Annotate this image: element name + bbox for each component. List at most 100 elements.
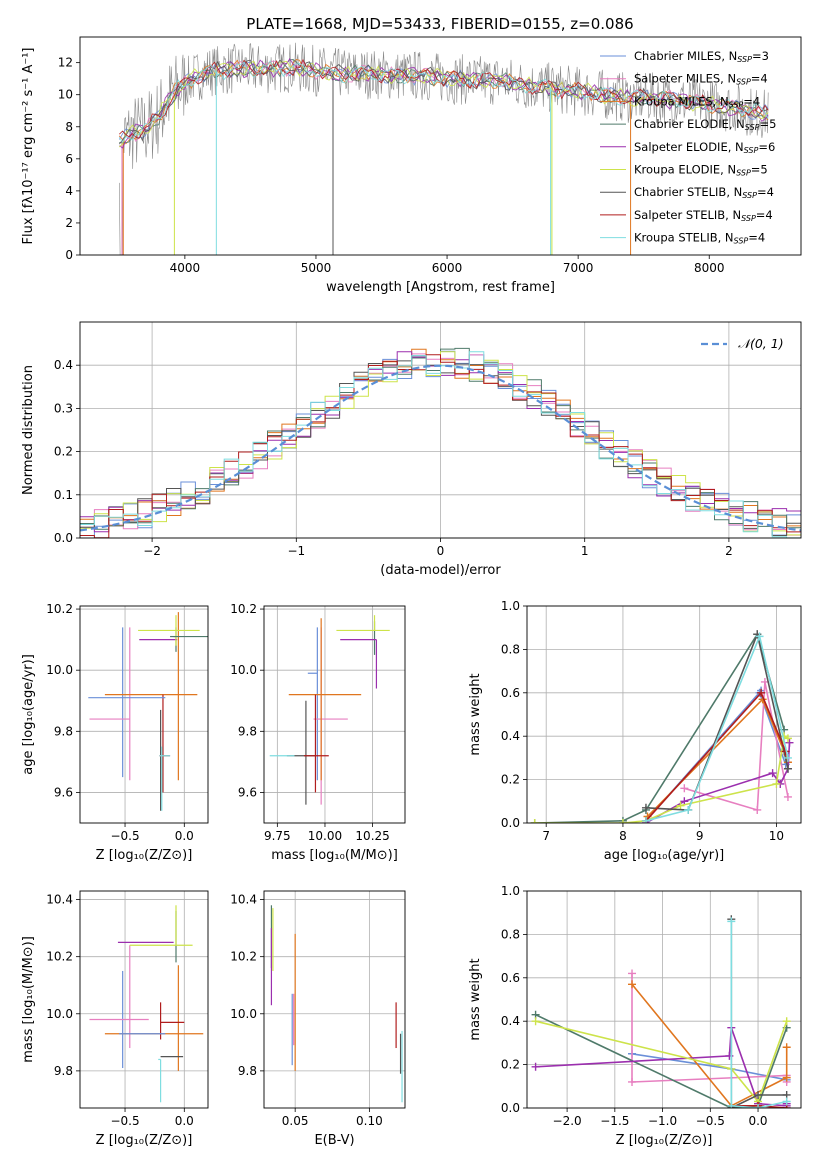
- x-tick-label: −0.5: [110, 1114, 139, 1128]
- y-tick-label: 10.2: [230, 602, 257, 616]
- weight-marker: [680, 784, 689, 793]
- y-tick-label: 9.8: [238, 1064, 257, 1078]
- y-tick-label: 0.3: [54, 401, 73, 415]
- weight-marker: [782, 1097, 791, 1106]
- weight-line: [645, 633, 789, 822]
- weight-marker: [782, 1043, 791, 1052]
- y-tick-label: 10: [58, 88, 73, 102]
- x-axis-label: E(B-V): [314, 1133, 354, 1148]
- x-tick-label: −1.0: [648, 1114, 677, 1128]
- x-tick-label: 0.0: [748, 1114, 767, 1128]
- y-tick-label: 0.0: [501, 1101, 520, 1115]
- y-axis-label: Normed distribution: [21, 365, 36, 495]
- plot-area-weight-vs-Z: [531, 915, 791, 1108]
- weight-marker: [727, 1101, 736, 1108]
- x-tick-label: −0.5: [696, 1114, 725, 1128]
- weight-marker: [772, 779, 781, 788]
- model-line: [118, 58, 769, 139]
- weight-line: [645, 690, 787, 822]
- y-axis-label: mass weight: [468, 958, 483, 1040]
- weight-marker: [783, 753, 792, 762]
- legend-entry: Salpeter ELODIE, NSSP=6: [634, 140, 775, 155]
- y-tick-label: 10.0: [230, 1007, 257, 1021]
- y-tick-label: 10.2: [230, 950, 257, 964]
- figure-title: PLATE=1668, MJD=53433, FIBERID=0155, z=0…: [246, 15, 633, 33]
- weight-marker: [753, 805, 762, 814]
- weight-marker: [755, 632, 764, 641]
- x-tick-label: 0.10: [356, 1114, 383, 1128]
- weight-line: [535, 1020, 788, 1104]
- axes-frame: [263, 890, 406, 1109]
- x-tick-label: 10.25: [355, 829, 389, 843]
- axes-frame: [79, 605, 209, 824]
- weight-marker: [757, 688, 766, 697]
- y-tick-label: 0.2: [501, 1058, 520, 1072]
- legend-entry: Kroupa STELIB, NSSP=4: [634, 231, 765, 246]
- weight-line: [631, 983, 788, 1107]
- panel-weight-vs-age: 7 8 9 10 0.0 0.2 0.4 0.6 0.8 1.0 age [log₁₀(age/yr…: [468, 599, 802, 863]
- x-tick-label: 7: [542, 829, 550, 843]
- legend-entry: Kroupa MILES, NSSP=4: [634, 94, 760, 109]
- y-tick-label: 4: [65, 184, 73, 198]
- weight-line: [645, 691, 787, 822]
- y-tick-label: 0.6: [501, 686, 520, 700]
- y-tick-label: 0.2: [54, 445, 73, 459]
- x-tick-label: 0.0: [175, 1114, 194, 1128]
- x-axis-label: (data-model)/error: [380, 563, 501, 578]
- y-tick-label: 9.8: [54, 1064, 73, 1078]
- panel-spectrum: Chabrier MILES, NSSP=3 Salpeter MILES, NS…: [21, 36, 802, 295]
- y-tick-label: 10.2: [46, 602, 73, 616]
- axes-frame: [263, 605, 406, 824]
- x-tick-label: −2: [143, 544, 161, 558]
- y-tick-label: 6: [65, 152, 73, 166]
- weight-line: [645, 631, 789, 811]
- y-axis-label: mass weight: [468, 673, 483, 755]
- y-tick-label: 0.0: [501, 816, 520, 830]
- weight-line: [535, 1027, 788, 1107]
- x-tick-label: 8: [619, 829, 627, 843]
- axes-frame: [79, 890, 209, 1109]
- weight-marker: [618, 819, 627, 823]
- y-axis-label: mass [log₁₀(M/M⊙)]: [21, 936, 36, 1063]
- histogram-8: [80, 351, 801, 538]
- panel-mass-vs-ebv: 0.05 0.10 9.8 10.0 10.2 10.4 E(B-V): [230, 890, 406, 1148]
- x-tick-label: 1: [581, 544, 589, 558]
- x-axis-label: Z [log₁₀(Z/Z⊙)]: [96, 1133, 193, 1148]
- weight-marker: [641, 803, 650, 812]
- y-tick-label: 1.0: [501, 599, 520, 613]
- weight-marker: [684, 805, 693, 814]
- plot-area-age-vs-Z: [88, 612, 208, 811]
- plot-area-residuals: [80, 347, 801, 538]
- panel-weight-vs-Z: −2.0 −1.5 −1.0 −0.5 0.0 0.0 0.2 0.4 0.6 0.8 1.0 Z […: [468, 884, 802, 1148]
- x-tick-label: 8000: [694, 261, 725, 275]
- x-tick-label: 0.0: [175, 829, 194, 843]
- y-axis-label: Flux [fλ10⁻¹⁷ erg cm⁻² s⁻¹ A⁻¹]: [21, 48, 36, 245]
- weight-line: [730, 921, 787, 1108]
- weight-marker: [628, 1077, 637, 1086]
- legend-entry: Chabrier MILES, NSSP=3: [634, 49, 769, 64]
- histogram-7: [80, 354, 801, 538]
- y-tick-label: 10.2: [46, 950, 73, 964]
- weight-marker: [628, 969, 637, 978]
- y-tick-label: 2: [65, 216, 73, 230]
- legend: Chabrier MILES, NSSP=3 Salpeter MILES, NS…: [600, 49, 776, 246]
- y-tick-label: 9.8: [238, 724, 257, 738]
- weight-marker: [785, 738, 794, 747]
- weight-marker: [725, 1051, 734, 1060]
- axes-frame: [526, 605, 802, 824]
- x-axis-label: mass [log₁₀(M/M⊙)]: [271, 848, 398, 863]
- panels: Chabrier MILES, NSSP=3 Salpeter MILES, NS…: [21, 36, 802, 1148]
- plot-area-weight-vs-age: [530, 630, 794, 823]
- x-axis-label: age [log₁₀(age/yr)]: [604, 848, 725, 863]
- y-tick-label: 0.8: [501, 642, 520, 656]
- axes-frame: [526, 890, 802, 1109]
- legend-entry: Chabrier STELIB, NSSP=4: [634, 185, 774, 200]
- y-tick-label: 8: [65, 120, 73, 134]
- x-axis-label: Z [log₁₀(Z/Z⊙)]: [96, 848, 193, 863]
- plot-area-spectrum: [118, 42, 769, 255]
- y-tick-label: 9.6: [54, 785, 73, 799]
- legend-entry: Chabrier ELODIE, NSSP=5: [634, 117, 776, 132]
- y-tick-label: 10.0: [46, 663, 73, 677]
- panel-age-vs-mass: 9.75 10.00 10.25 9.6 9.8 10.0 10.2 mass [log₁₀(…: [230, 602, 406, 863]
- panel-age-vs-Z: −0.5 0.0 9.6 9.8 10.0 10.2 Z [log₁₀(Z/Z⊙)] age …: [21, 602, 209, 863]
